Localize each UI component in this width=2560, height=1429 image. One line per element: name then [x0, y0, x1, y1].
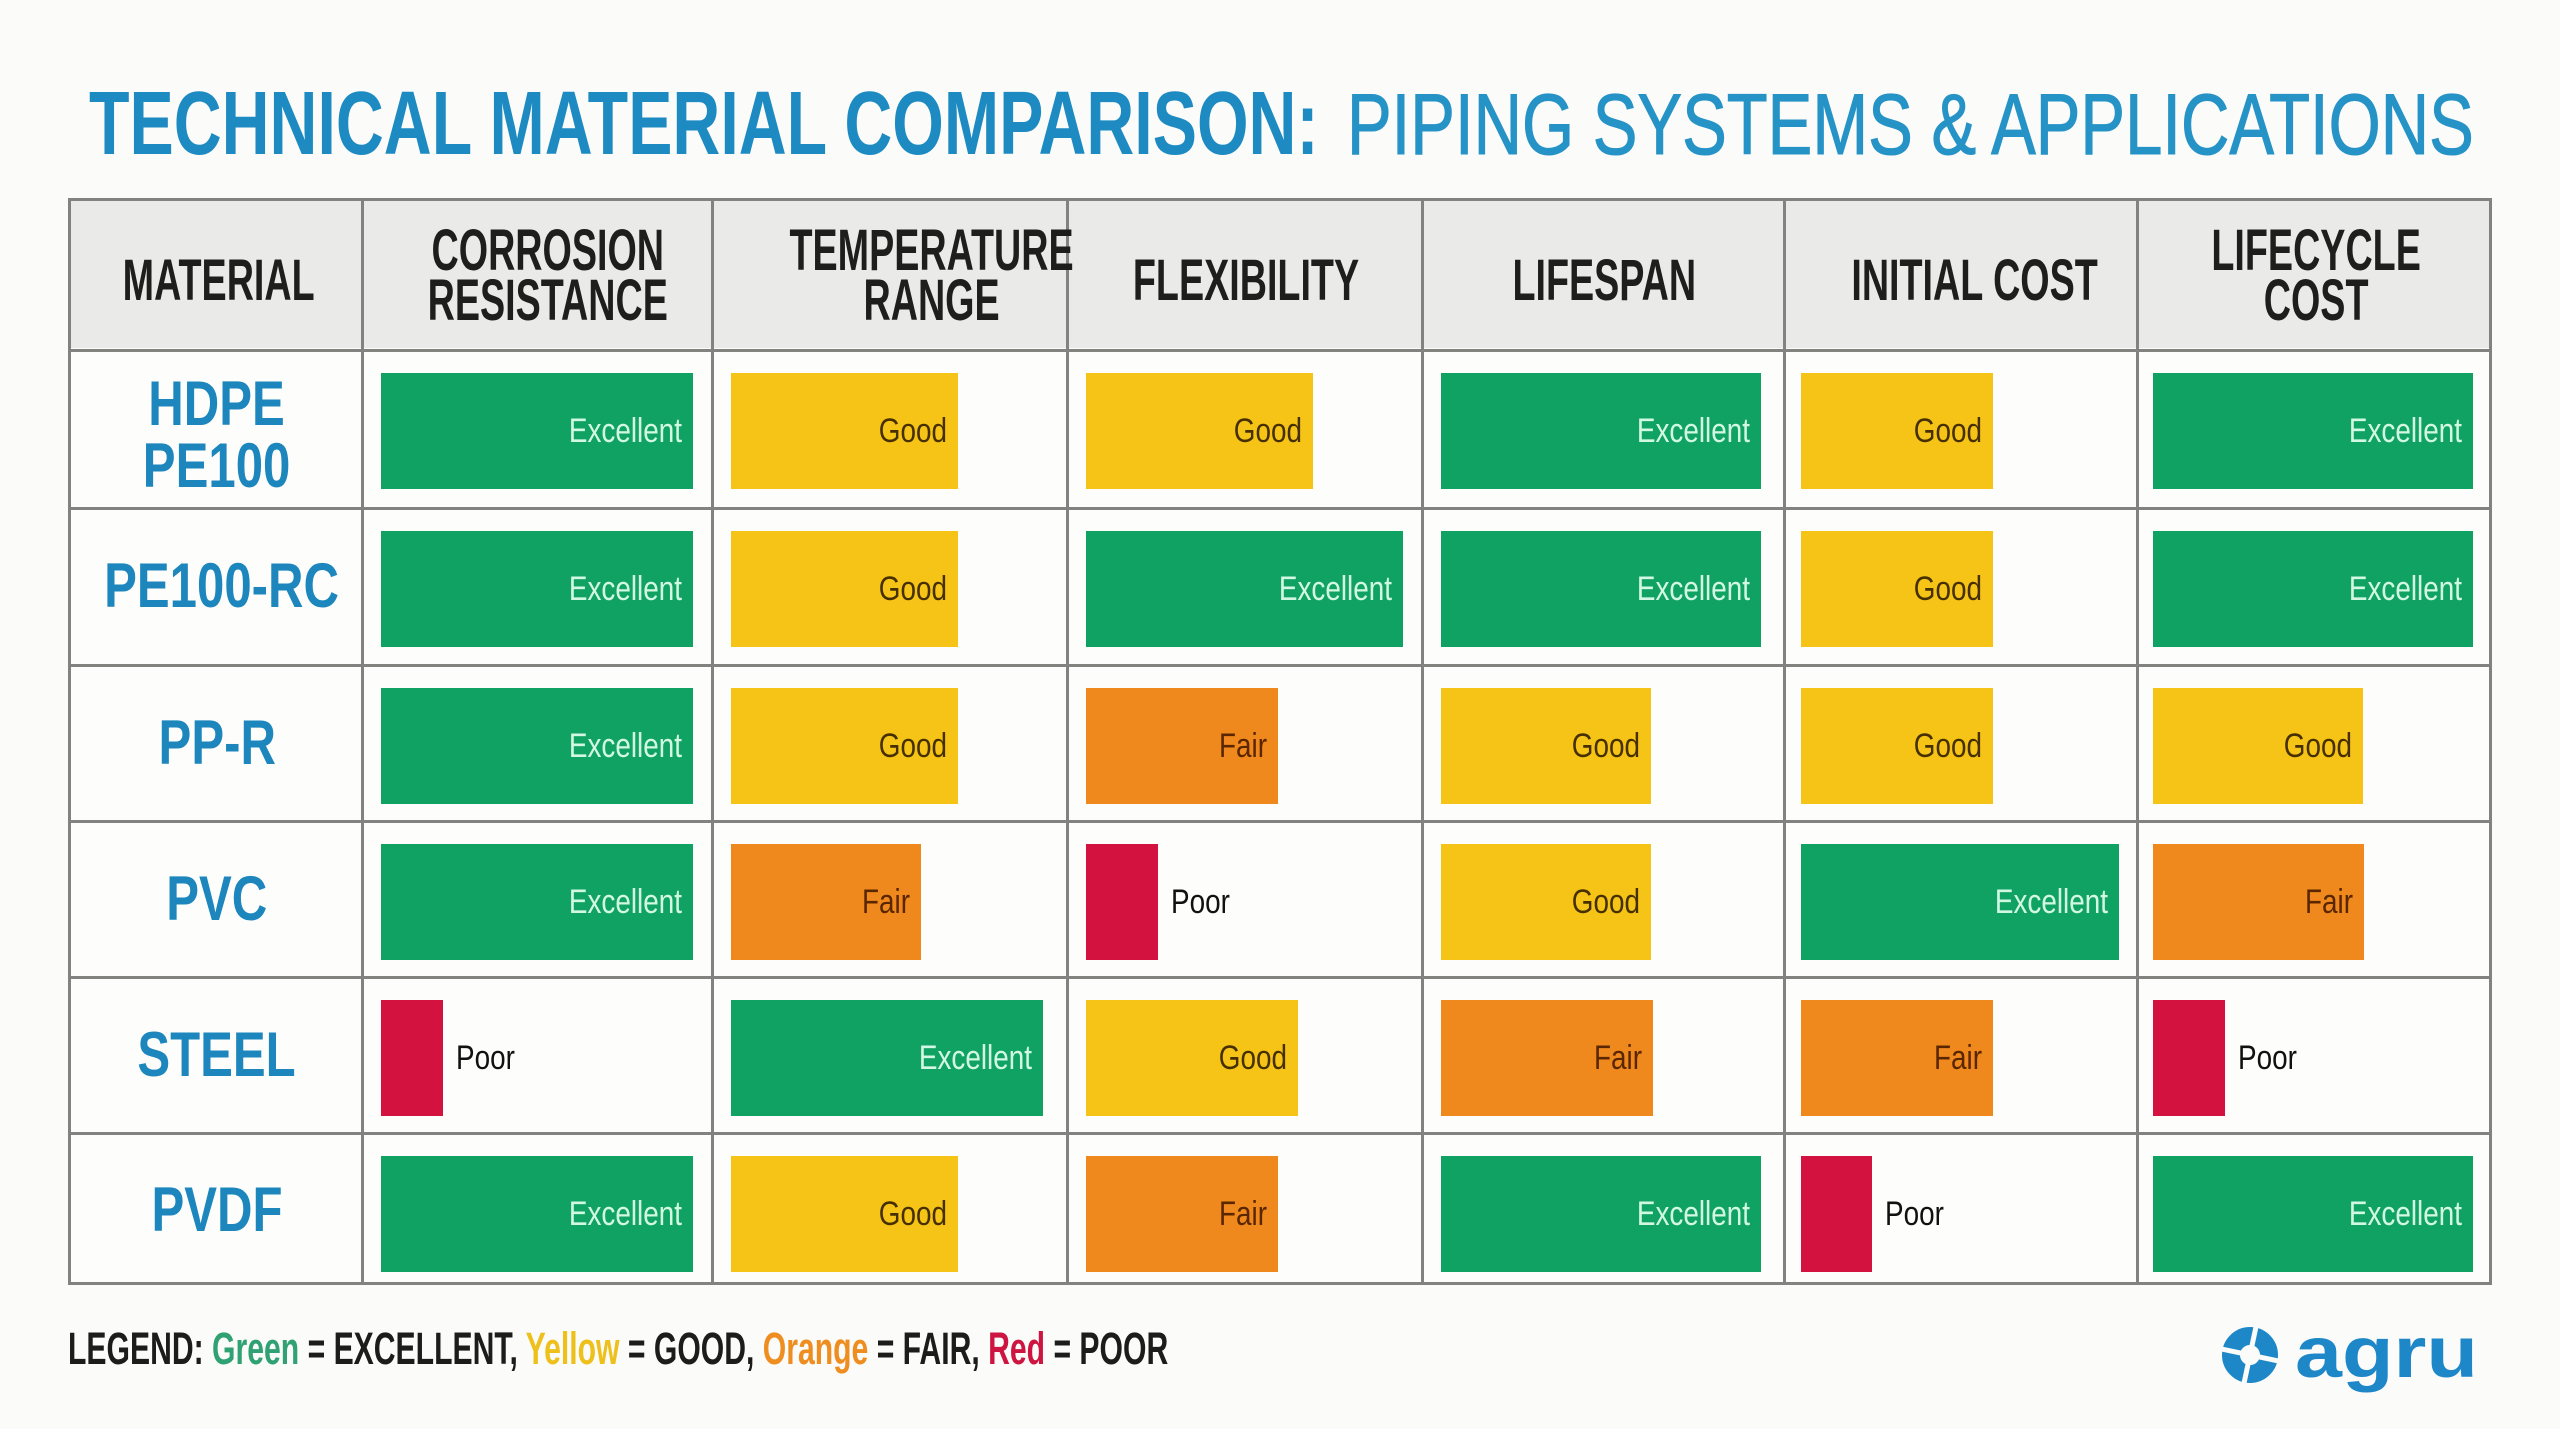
svg-text:agru: agru: [2295, 1315, 2478, 1393]
